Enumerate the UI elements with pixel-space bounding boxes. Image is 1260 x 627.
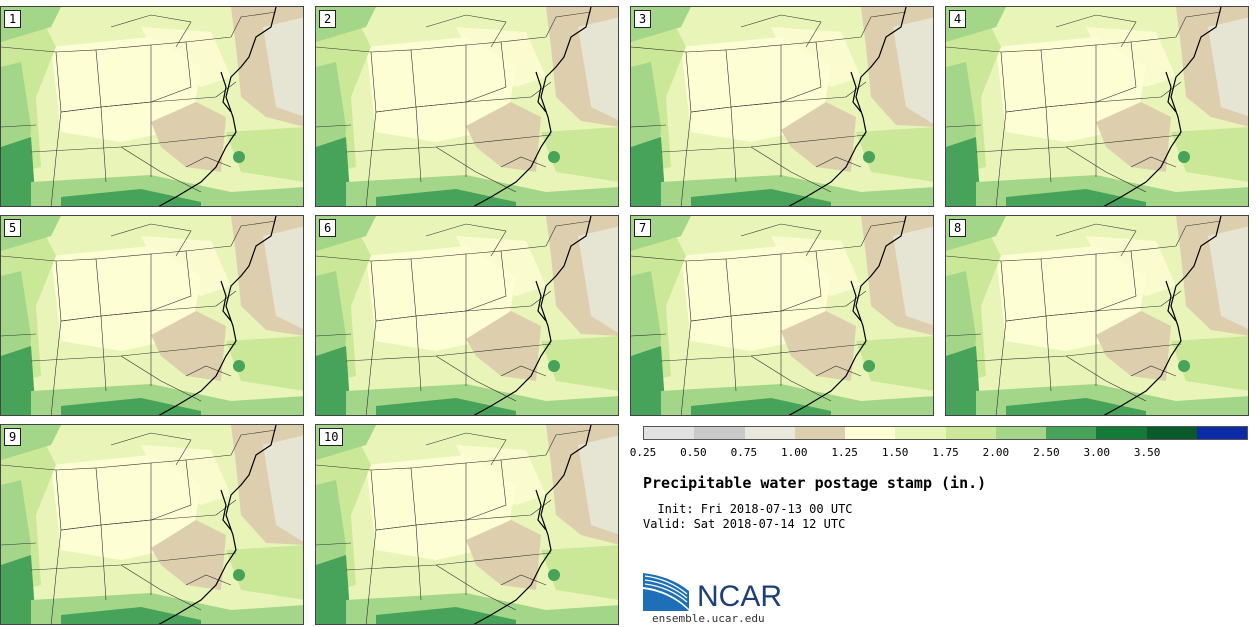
colorbar-bin: [845, 427, 896, 439]
colorbar-tick-label: 1.50: [881, 446, 909, 459]
panel-number: 2: [319, 10, 337, 28]
panel-number: 3: [634, 10, 652, 28]
panel-number: 7: [634, 219, 652, 237]
colorbar: [643, 426, 1248, 440]
colorbar-bin: [995, 427, 1046, 439]
colorbar-bin: [794, 427, 845, 439]
map-panel-9: 9: [0, 424, 304, 625]
panel-number: 10: [319, 428, 344, 446]
colorbar-bin: [644, 427, 695, 439]
colorbar-bin: [945, 427, 996, 439]
colorbar-tick-label: 3.50: [1133, 446, 1161, 459]
panel-number: 9: [4, 428, 22, 446]
colorbar-bin: [1046, 427, 1097, 439]
logo-url: ensemble.ucar.edu: [652, 612, 765, 625]
colorbar-tick-label: 1.00: [781, 446, 808, 459]
plot-title: Precipitable water postage stamp (in.): [643, 474, 987, 492]
colorbar-bin: [694, 427, 745, 439]
colorbar-bin: [895, 427, 946, 439]
map-panel-2: 2: [315, 6, 619, 207]
map-panel-7: 7: [630, 215, 934, 416]
map-panel-4: 4: [945, 6, 1249, 207]
map-panel-1: 1: [0, 6, 304, 207]
map-panel-3: 3: [630, 6, 934, 207]
colorbar-tick-label: 1.75: [932, 446, 959, 459]
colorbar-bin: [744, 427, 795, 439]
colorbar-bin: [1096, 427, 1147, 439]
map-panel-8: 8: [945, 215, 1249, 416]
colorbar-tick-label: 3.00: [1083, 446, 1111, 459]
init-time: Init: Fri 2018-07-13 00 UTC: [643, 502, 853, 516]
map-panel-5: 5: [0, 215, 304, 416]
panel-number: 1: [4, 10, 22, 28]
map-panel-6: 6: [315, 215, 619, 416]
colorbar-tick-label: 0.75: [730, 446, 758, 459]
colorbar-tick-label: 2.00: [982, 446, 1010, 459]
panel-number: 5: [4, 219, 22, 237]
map-panel-10: 10: [315, 424, 619, 625]
colorbar-bin: [1146, 427, 1197, 439]
panel-number: 6: [319, 219, 337, 237]
ncar-logo-icon: [643, 573, 689, 611]
colorbar-tick-label: 2.50: [1033, 446, 1060, 459]
logo-wordmark: NCAR: [697, 580, 783, 613]
panel-number: 8: [949, 219, 967, 237]
panel-number: 4: [949, 10, 967, 28]
colorbar-tick-label: 0.50: [680, 446, 707, 459]
colorbar-tick-label: 1.25: [831, 446, 858, 459]
valid-time: Valid: Sat 2018-07-14 12 UTC: [643, 517, 846, 531]
colorbar-tick-label: 0.25: [629, 446, 657, 459]
colorbar-labels: 0.25 0.50 0.75 1.00 1.25 1.50 1.75 2.00 2.50 3.00…: [630, 446, 1250, 460]
colorbar-bin: [1196, 427, 1247, 439]
